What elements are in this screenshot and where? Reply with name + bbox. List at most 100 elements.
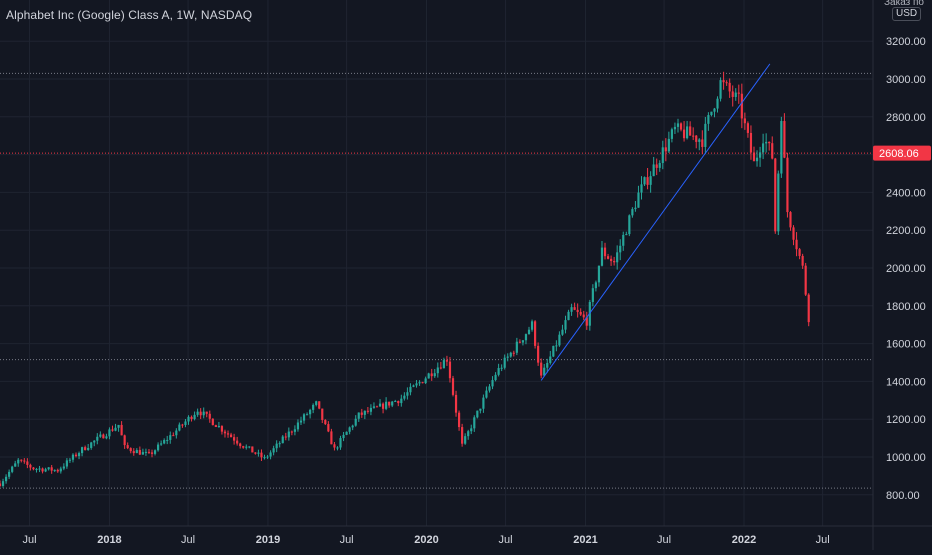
candle-body bbox=[348, 427, 351, 432]
candle bbox=[464, 433, 467, 445]
candle bbox=[801, 253, 804, 269]
candle-body bbox=[661, 147, 664, 164]
candle-body bbox=[93, 440, 96, 443]
candle bbox=[658, 160, 661, 172]
candle bbox=[695, 135, 698, 149]
candle-body bbox=[105, 436, 108, 439]
candle bbox=[491, 376, 494, 390]
candle bbox=[272, 445, 275, 456]
currency-badge[interactable]: USD bbox=[892, 7, 922, 21]
candle-body bbox=[214, 425, 217, 428]
candle-body bbox=[62, 466, 65, 469]
candle-body bbox=[26, 461, 29, 465]
candle bbox=[552, 345, 555, 358]
candle bbox=[752, 146, 756, 162]
candle bbox=[421, 381, 424, 384]
candle bbox=[631, 207, 634, 218]
candle bbox=[479, 408, 482, 414]
candle bbox=[643, 176, 646, 187]
candle-body bbox=[549, 356, 552, 363]
candle-body bbox=[375, 406, 379, 408]
candle-body bbox=[780, 121, 783, 174]
candle-body bbox=[150, 452, 154, 454]
candle-body bbox=[698, 139, 701, 142]
candle-body bbox=[129, 448, 132, 452]
candle-body bbox=[59, 468, 62, 472]
candle-body bbox=[239, 443, 242, 447]
candle bbox=[673, 122, 677, 135]
candle-body bbox=[35, 468, 38, 470]
candle-body bbox=[65, 460, 68, 467]
candle-body bbox=[491, 380, 494, 387]
candle-body bbox=[470, 428, 473, 432]
candle bbox=[500, 364, 503, 372]
candle bbox=[509, 351, 512, 358]
candle-body bbox=[768, 141, 771, 144]
candle-body bbox=[99, 434, 102, 437]
candle bbox=[470, 424, 473, 435]
candle bbox=[704, 116, 707, 154]
candle bbox=[56, 468, 59, 473]
candle-body bbox=[236, 440, 239, 444]
chart-title: Alphabet Inc (Google) Class A, 1W, NASDA… bbox=[6, 8, 253, 22]
candle bbox=[497, 363, 500, 377]
candle-body bbox=[321, 408, 324, 420]
candle bbox=[378, 399, 382, 407]
candle bbox=[120, 421, 123, 436]
candle bbox=[467, 429, 470, 440]
candle-body bbox=[451, 378, 455, 395]
x-tick-label: Jul bbox=[23, 534, 37, 546]
candle-body bbox=[205, 411, 208, 414]
candle bbox=[117, 424, 120, 432]
candle bbox=[597, 265, 601, 287]
candle bbox=[582, 310, 585, 321]
candle-body bbox=[141, 452, 144, 455]
candle-body bbox=[345, 431, 348, 435]
candle bbox=[473, 415, 476, 432]
candle bbox=[181, 423, 184, 428]
candle bbox=[686, 120, 689, 140]
candle-body bbox=[0, 483, 2, 486]
candle-body bbox=[190, 416, 193, 420]
candle-body bbox=[281, 436, 284, 444]
candle bbox=[193, 411, 196, 421]
candle-body bbox=[461, 427, 464, 444]
candle bbox=[1, 478, 5, 488]
candle-body bbox=[318, 401, 321, 409]
candle bbox=[150, 449, 154, 458]
candle-body bbox=[752, 152, 756, 162]
candle bbox=[275, 440, 278, 453]
candle-body bbox=[652, 164, 655, 177]
candle-body bbox=[464, 436, 467, 444]
candle bbox=[59, 466, 62, 474]
candle-body bbox=[226, 433, 230, 435]
candle-body bbox=[527, 329, 531, 335]
candle bbox=[208, 410, 211, 423]
candle-body bbox=[8, 471, 11, 477]
candle-body bbox=[102, 434, 105, 439]
candle-body bbox=[442, 360, 445, 369]
candle bbox=[485, 386, 488, 399]
candle-body bbox=[655, 164, 658, 168]
candle-body bbox=[41, 468, 44, 472]
candle-body bbox=[263, 457, 266, 459]
y-tick-label: 2200.00 bbox=[886, 225, 926, 237]
candle bbox=[169, 431, 172, 444]
candle bbox=[114, 423, 117, 432]
candle bbox=[573, 302, 576, 311]
candle-body bbox=[199, 411, 202, 416]
candle bbox=[172, 432, 175, 437]
candle-body bbox=[229, 434, 233, 438]
candle bbox=[14, 460, 17, 467]
candle bbox=[634, 201, 637, 212]
candle-body bbox=[220, 426, 224, 432]
candle-body bbox=[518, 341, 521, 343]
candle bbox=[157, 442, 160, 452]
candle-body bbox=[114, 427, 117, 431]
candle bbox=[199, 408, 202, 420]
candle bbox=[679, 122, 683, 132]
candle-body bbox=[676, 123, 680, 127]
candle bbox=[202, 407, 205, 419]
candle-body bbox=[716, 98, 719, 109]
